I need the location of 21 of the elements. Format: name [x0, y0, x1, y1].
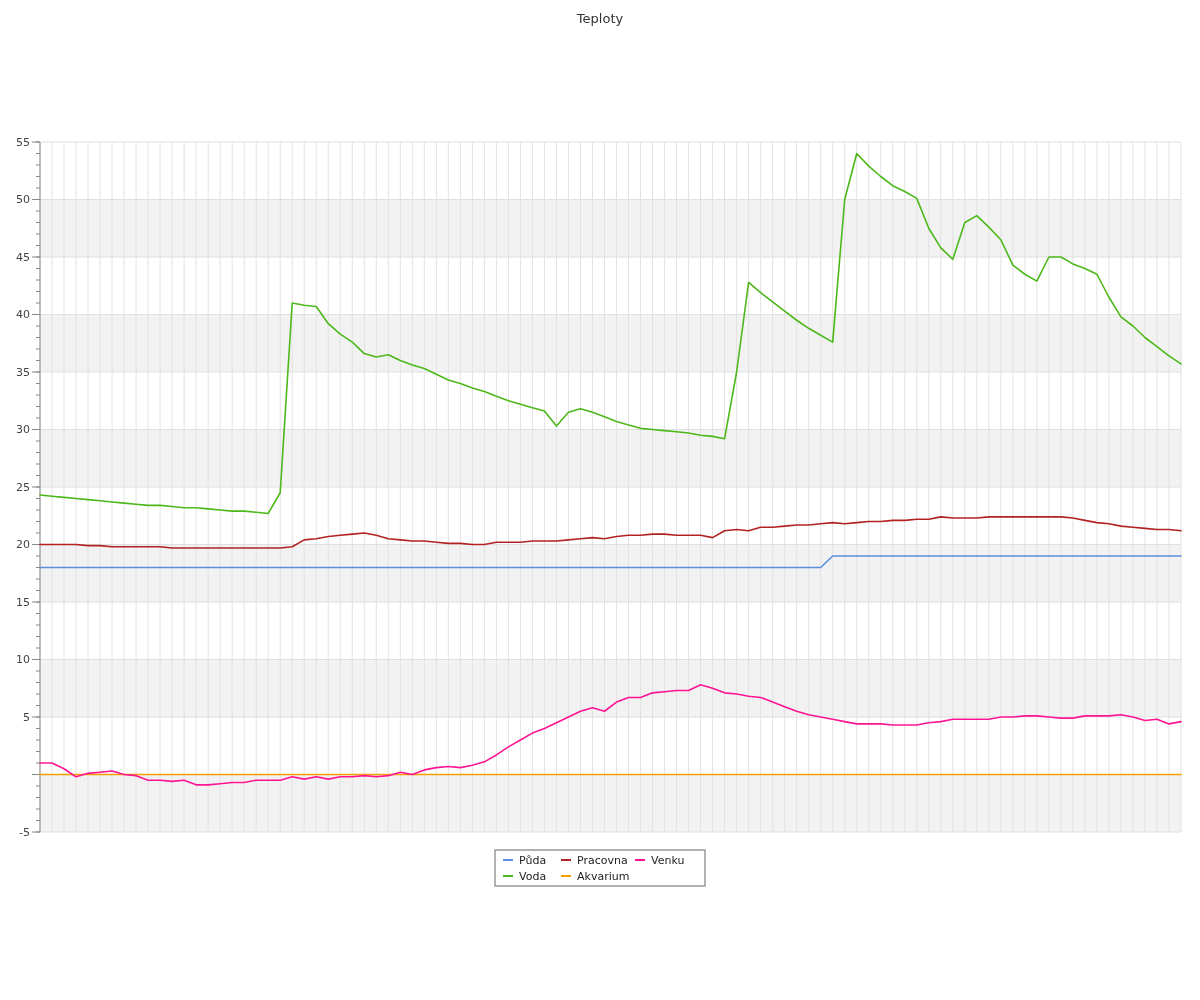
y-tick-label: 5: [23, 710, 30, 724]
y-tick-label: 55: [16, 135, 30, 149]
y-tick-label: 10: [16, 653, 30, 667]
y-tick-label: 45: [16, 250, 30, 264]
y-tick-label: 50: [16, 193, 30, 207]
legend-label: Voda: [519, 869, 547, 883]
y-tick-label: 15: [16, 595, 30, 609]
y-tick-label: 25: [16, 480, 30, 494]
legend-label: Venku: [651, 853, 685, 867]
chart-title: Teploty: [575, 11, 624, 26]
legend-label: Akvarium: [577, 869, 630, 883]
y-tick-label: 30: [16, 423, 30, 437]
y-tick-label: 20: [16, 538, 30, 552]
y-tick-label: 40: [16, 308, 30, 322]
line-series: [39, 684, 1182, 786]
line-series: [39, 152, 1182, 515]
line-series: [39, 516, 1182, 549]
legend-label: Pracovna: [577, 853, 628, 867]
y-tick-label: -5: [19, 825, 30, 839]
legend-label: Půda: [519, 853, 547, 867]
y-tick-label: 35: [16, 365, 30, 379]
